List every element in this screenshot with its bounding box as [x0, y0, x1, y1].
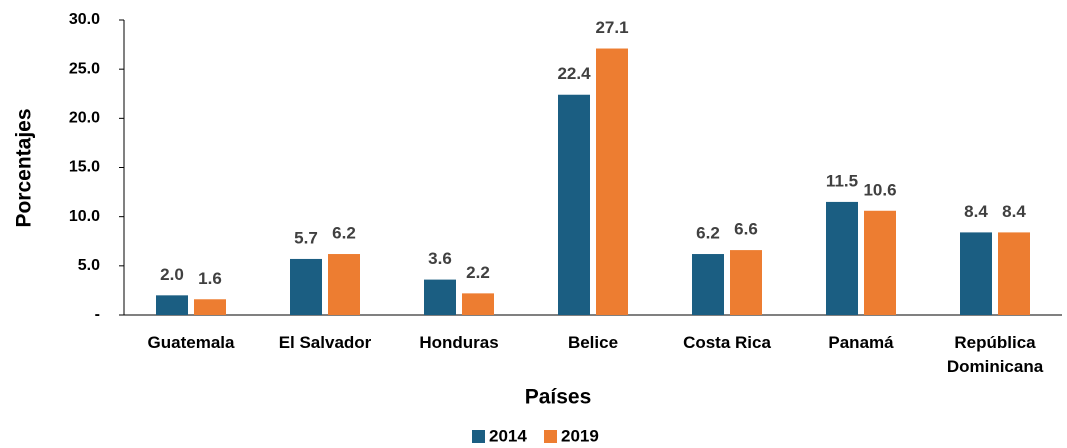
bar	[462, 293, 494, 315]
bar	[730, 250, 762, 315]
x-tick-label: Belice	[567, 333, 619, 352]
value-label: 2.2	[466, 263, 490, 282]
value-label: 22.4	[557, 64, 591, 83]
value-label: 10.6	[863, 180, 896, 199]
value-label: 1.6	[198, 269, 222, 288]
value-label: 6.2	[696, 224, 720, 243]
y-tick-label: 5.0	[78, 257, 100, 274]
value-label: 11.5	[826, 171, 858, 190]
x-tick-label-box: Guatemala	[147, 333, 235, 352]
x-tick-label-box: Honduras	[419, 333, 499, 352]
bar	[826, 201, 858, 315]
value-label: 3.6	[428, 249, 452, 268]
y-tick-label: 20.0	[69, 110, 100, 127]
bar	[290, 258, 322, 315]
x-tick-label: República Dominicana	[946, 333, 1044, 376]
bar	[998, 232, 1030, 315]
bar	[596, 48, 628, 316]
y-axis-title: Porcentajes	[13, 108, 36, 227]
bar	[156, 295, 188, 315]
value-label: 6.2	[332, 224, 356, 243]
value-label: 6.6	[734, 220, 758, 239]
value-label: 5.7	[294, 228, 318, 247]
bar	[424, 279, 456, 315]
x-tick-label-box: Belice	[567, 333, 619, 352]
y-tick-label: 10.0	[69, 208, 100, 225]
x-tick-label-box: Panamá	[828, 333, 894, 352]
bar	[328, 254, 360, 315]
y-tick-label: 15.0	[69, 159, 100, 176]
bar	[194, 299, 226, 315]
bar	[692, 254, 724, 315]
bar	[558, 94, 590, 315]
x-tick-label-box: El Salvador	[278, 333, 372, 352]
value-label: 27.1	[595, 18, 628, 37]
bar	[864, 210, 896, 315]
y-tick-label: 25.0	[69, 60, 100, 77]
x-axis-title: Países	[525, 386, 592, 409]
legend-swatch	[472, 430, 485, 443]
value-label: 8.4	[964, 202, 988, 221]
value-label: 8.4	[1002, 202, 1026, 221]
x-tick-label-box: República Dominicana	[946, 333, 1044, 376]
legend-label: 2014	[489, 426, 527, 445]
x-tick-label: Guatemala	[147, 333, 235, 352]
legend-label: 2019	[561, 426, 599, 445]
x-tick-label: Costa Rica	[683, 333, 771, 352]
y-tick-label: 30.0	[69, 11, 100, 28]
legend-swatch	[544, 430, 557, 443]
x-tick-label-box: Costa Rica	[683, 333, 771, 352]
bar	[960, 232, 992, 315]
x-tick-label: Panamá	[828, 333, 894, 352]
x-tick-label: Honduras	[419, 333, 499, 352]
value-label: 2.0	[160, 265, 184, 284]
x-tick-label: El Salvador	[278, 333, 372, 352]
y-tick-label: -	[95, 306, 100, 323]
